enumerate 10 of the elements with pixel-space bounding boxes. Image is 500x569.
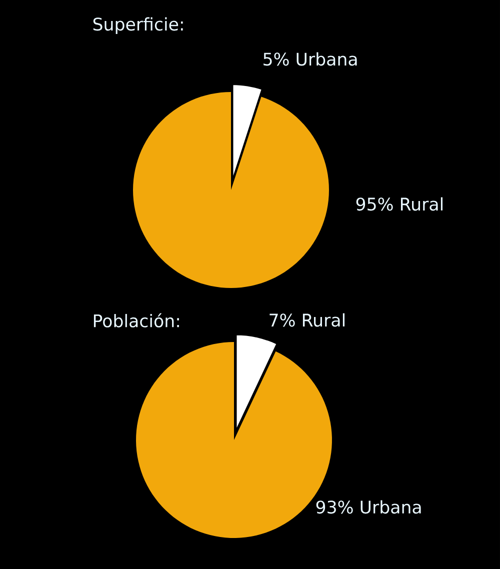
data-label: 93% (316, 500, 353, 514)
slice-label: Rural (400, 197, 443, 211)
data-label: 5% (264, 52, 289, 66)
data-label: 7% (270, 314, 295, 327)
data-label: 95% (356, 198, 393, 211)
slice-label: Urbana (296, 52, 357, 66)
slice-label: Urbana (360, 500, 421, 514)
slice-label: Rural (302, 313, 344, 327)
chart-title: Población: (94, 313, 179, 328)
chart-title: Superficie: (93, 17, 183, 34)
